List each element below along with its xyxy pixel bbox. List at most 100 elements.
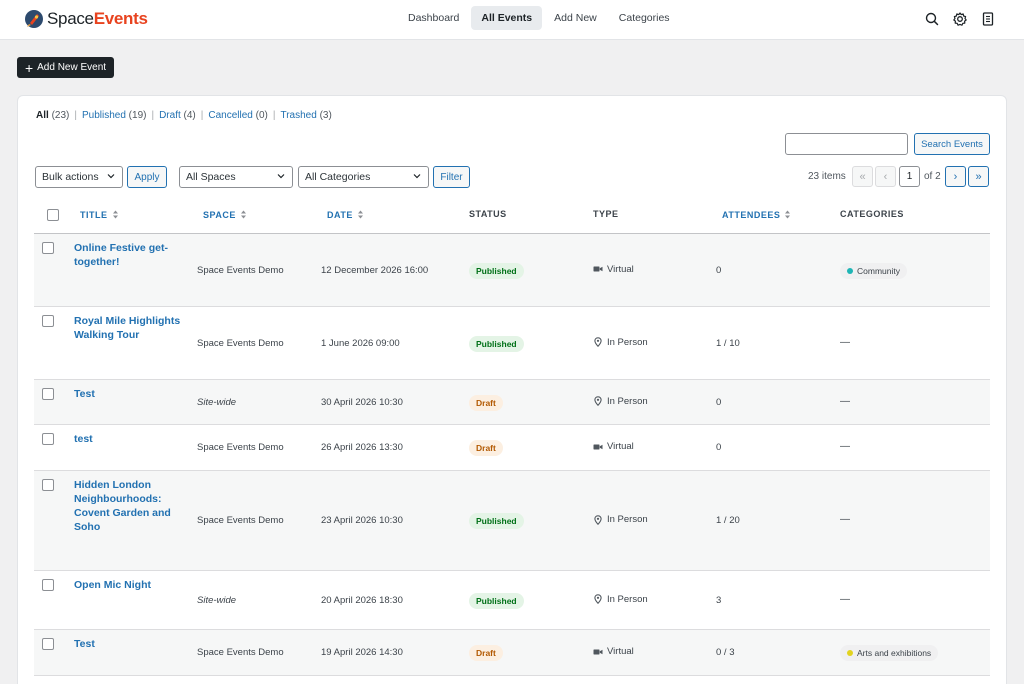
event-type: In Person <box>593 514 648 525</box>
top-icons <box>912 11 996 27</box>
column-space[interactable]: SPACE <box>203 209 247 220</box>
video-camera-icon <box>593 649 603 654</box>
category-empty: — <box>840 514 850 525</box>
view-trashed-count: (3) <box>319 110 332 121</box>
prev-page-button: ‹ <box>875 166 896 187</box>
category-label: Arts and exhibitions <box>857 648 932 658</box>
event-attendees: 0 <box>716 396 722 408</box>
row-checkbox[interactable] <box>42 242 54 254</box>
column-attendees[interactable]: ATTENDEES <box>722 209 791 220</box>
location-pin-icon <box>594 514 602 525</box>
event-attendees: 1 / 10 <box>716 337 740 349</box>
event-type-label: In Person <box>607 395 648 407</box>
category-color-dot <box>847 650 853 656</box>
event-title-link[interactable]: Online Festive get-together! <box>74 242 168 268</box>
event-title-link[interactable]: test <box>74 433 93 445</box>
view-separator: | <box>151 110 155 121</box>
event-type-label: Virtual <box>607 646 634 657</box>
view-all-label: All <box>36 110 49 121</box>
view-draft[interactable]: Draft (4) <box>159 110 196 121</box>
current-page-input[interactable]: 1 <box>899 166 920 187</box>
event-title-link[interactable]: Open Mic Night <box>74 579 151 591</box>
bulk-actions-select[interactable]: Bulk actions <box>35 166 123 188</box>
event-title-link[interactable]: Royal Mile Highlights Walking Tour <box>74 315 181 341</box>
rocket-logo-icon <box>25 10 43 28</box>
event-type-label: In Person <box>607 593 648 605</box>
view-all-count: (23) <box>51 110 70 121</box>
row-checkbox[interactable] <box>42 579 54 591</box>
table-row <box>34 307 990 380</box>
last-page-button[interactable]: » <box>968 166 989 187</box>
column-title-label: TITLE <box>80 209 108 220</box>
nav-all-events[interactable]: All Events <box>471 6 543 30</box>
status-badge: Published <box>469 592 524 609</box>
row-checkbox[interactable] <box>42 433 54 445</box>
column-attendees-label: ATTENDEES <box>722 209 781 220</box>
status-views: All (23) | Published (19) | Draft (4) | … <box>36 110 332 121</box>
document-icon[interactable] <box>980 11 996 27</box>
location-pin-icon <box>594 337 602 347</box>
search-icon[interactable] <box>924 11 940 27</box>
apply-button[interactable]: Apply <box>127 166 167 188</box>
brand-logo[interactable]: SpaceEvents <box>24 8 148 30</box>
search-input[interactable] <box>785 133 908 155</box>
category-badge: Arts and exhibitions <box>840 645 939 661</box>
categories-select[interactable]: All Categories <box>298 166 429 188</box>
event-title-link[interactable]: Hidden London Neighbourhoods: Covent Gar… <box>74 479 171 533</box>
brand-name-part2: Events <box>93 9 148 28</box>
view-published-label[interactable]: Published <box>81 110 126 121</box>
view-trashed[interactable]: Trashed (3) <box>280 110 331 121</box>
row-checkbox[interactable] <box>42 638 54 650</box>
video-camera-icon <box>593 266 603 272</box>
brand-name: SpaceEvents <box>47 9 148 29</box>
nav-add-new[interactable]: Add New <box>554 12 597 24</box>
view-cancelled[interactable]: Cancelled (0) <box>208 110 268 121</box>
main-nav: Dashboard All Events Add New Categories <box>398 6 682 30</box>
view-trashed-label[interactable]: Trashed <box>280 110 317 121</box>
row-checkbox[interactable] <box>42 388 54 400</box>
add-new-event-button[interactable]: + Add New Event <box>17 57 114 78</box>
sort-icon <box>240 210 246 219</box>
sort-icon <box>357 210 363 219</box>
view-draft-label[interactable]: Draft <box>159 110 181 121</box>
row-checkbox[interactable] <box>42 315 54 327</box>
location-pin-icon <box>594 396 602 406</box>
nav-categories[interactable]: Categories <box>618 12 670 24</box>
sort-icon <box>785 210 791 219</box>
event-type-label: In Person <box>607 336 648 348</box>
event-space: Space Events Demo <box>197 264 284 276</box>
view-separator: | <box>272 110 276 121</box>
gear-icon[interactable] <box>952 11 968 27</box>
filter-button[interactable]: Filter <box>433 166 470 188</box>
category-empty: — <box>840 441 850 452</box>
column-date[interactable]: DATE <box>327 209 364 220</box>
status-badge: Draft <box>469 645 503 661</box>
event-date: 20 April 2026 18:30 <box>321 594 403 606</box>
event-date: 23 April 2026 10:30 <box>321 515 403 526</box>
next-page-button[interactable]: › <box>945 166 966 187</box>
nav-dashboard[interactable]: Dashboard <box>408 12 460 24</box>
event-date: 30 April 2026 10:30 <box>321 396 403 408</box>
view-published[interactable]: Published (19) <box>82 110 147 121</box>
event-type: In Person <box>593 594 648 605</box>
search-events-button[interactable]: Search Events <box>914 133 990 155</box>
status-badge: Draft <box>469 394 503 411</box>
event-title-link[interactable]: Test <box>74 388 95 400</box>
location-pin-icon <box>594 594 602 604</box>
view-cancelled-label[interactable]: Cancelled <box>208 110 253 121</box>
items-count: 23 items <box>808 171 846 182</box>
column-title[interactable]: TITLE <box>80 209 119 220</box>
chevron-down-icon <box>107 174 115 179</box>
view-all[interactable]: All (23) <box>36 110 69 121</box>
category-empty: — <box>840 336 850 348</box>
event-type: In Person <box>593 396 648 407</box>
brand-name-part1: Space <box>47 9 94 28</box>
event-space: Site-wide <box>197 396 237 408</box>
status-badge: Published <box>469 513 524 529</box>
select-all-checkbox[interactable] <box>47 209 59 221</box>
row-checkbox[interactable] <box>42 479 54 491</box>
event-title-link[interactable]: Test <box>74 638 95 650</box>
spaces-select[interactable]: All Spaces <box>179 166 293 188</box>
category-empty: — <box>840 593 850 605</box>
video-camera-icon <box>593 444 603 449</box>
